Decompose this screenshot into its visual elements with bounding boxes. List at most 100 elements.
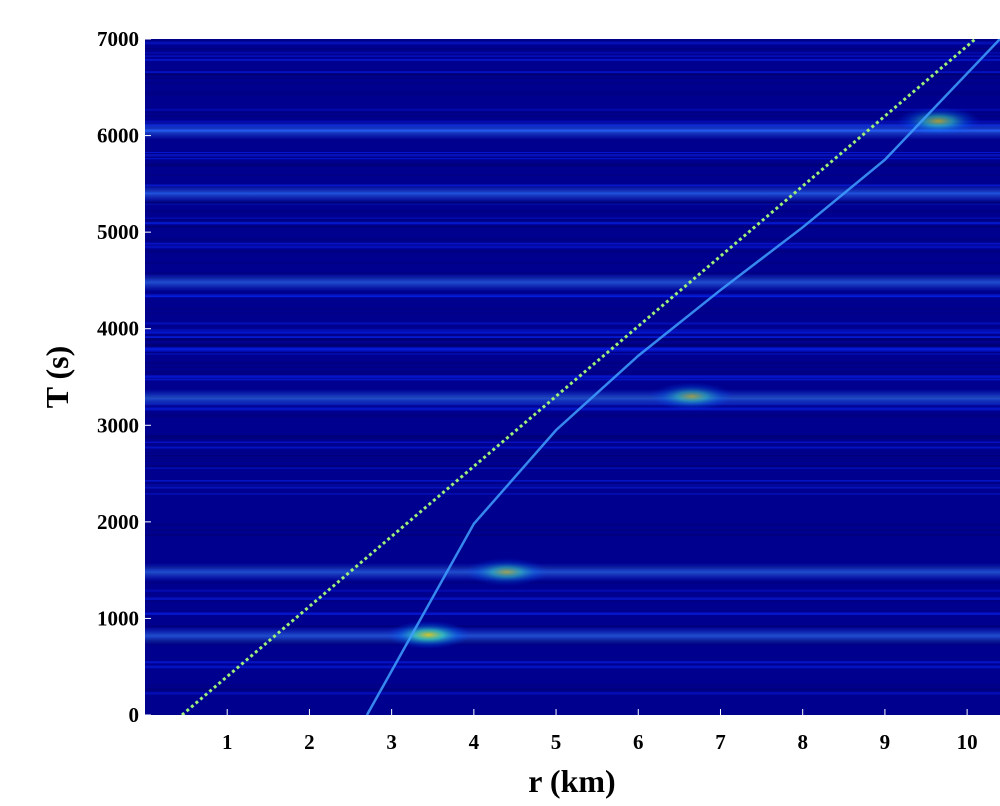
heatmap-stripe xyxy=(145,52,1000,54)
y-tick-label: 6000 xyxy=(97,124,139,148)
heatmap-stripe xyxy=(145,115,1000,117)
y-tick-label: 7000 xyxy=(97,27,139,51)
heatmap-stripe xyxy=(145,581,1000,584)
heatmap-stripe xyxy=(145,91,1000,94)
heatmap-stripe xyxy=(145,372,1000,375)
heatmap-stripe xyxy=(145,217,1000,219)
heatmap-stripe xyxy=(145,597,1000,600)
heatmap-stripe xyxy=(145,366,1000,369)
heatmap-stripe xyxy=(145,294,1000,298)
heatmap-stripe xyxy=(145,687,1000,690)
heatmap-stripe xyxy=(145,375,1000,378)
x-tick-label: 8 xyxy=(797,730,808,754)
hotspot xyxy=(386,620,471,649)
x-axis-label: r (km) xyxy=(528,763,615,799)
heatmap-stripe xyxy=(145,665,1000,669)
heatmap-stripe xyxy=(145,295,1000,298)
heatmap-stripe xyxy=(145,201,1000,205)
heatmap-stripe xyxy=(145,435,1000,438)
heatmap-stripe xyxy=(145,73,1000,76)
heatmap-stripe xyxy=(145,493,1000,495)
heatmap-stripe xyxy=(145,71,1000,74)
heatmap-stripe xyxy=(145,336,1000,338)
heatmap-stripe xyxy=(145,408,1000,411)
heatmap-stripe xyxy=(145,625,1000,628)
heatmap-stripe xyxy=(145,600,1000,602)
heatmap-stripe xyxy=(145,41,1000,45)
hotspot xyxy=(464,558,549,587)
x-tick-label: 2 xyxy=(304,730,315,754)
heatmap-stripe xyxy=(145,58,1000,61)
heatmap-stripe xyxy=(145,219,1000,223)
heatmap-stripe xyxy=(145,48,1000,50)
heatmap-stripe xyxy=(145,307,1000,310)
hotspots xyxy=(386,107,981,649)
heatmap-stripe xyxy=(145,351,1000,354)
heatmap-stripe xyxy=(145,163,1000,166)
heatmap-stripe xyxy=(145,225,1000,228)
bright-band xyxy=(145,563,1000,582)
heatmap-stripe xyxy=(145,55,1000,57)
heatmap-stripe xyxy=(145,353,1000,355)
heatmap-stripe xyxy=(145,689,1000,692)
heatmap-stripe xyxy=(145,454,1000,457)
heatmap-stripe xyxy=(145,336,1000,338)
x-axis-ticks: 1 2 3 4 5 6 7 8 9 10 xyxy=(222,709,978,754)
secondary-arrival-line xyxy=(365,39,1000,715)
heatmap-stripe xyxy=(145,328,1000,332)
heatmap-stripe xyxy=(145,486,1000,489)
y-tick-label: 1000 xyxy=(97,606,139,630)
heatmap-stripe xyxy=(145,238,1000,242)
heatmap-stripe xyxy=(145,589,1000,592)
heatmap-stripe xyxy=(145,481,1000,483)
x-tick-label: 4 xyxy=(469,730,480,754)
heatmap-stripe xyxy=(145,465,1000,467)
heatmap-stripe xyxy=(145,437,1000,440)
heatmap-stripe xyxy=(145,225,1000,228)
heatmap-stripe xyxy=(145,153,1000,155)
heatmap-stripe xyxy=(145,534,1000,537)
y-axis-ticks: 0 1000 2000 3000 4000 5000 6000 7000 xyxy=(97,27,151,727)
plot-area xyxy=(145,39,1000,715)
heatmap-stripe xyxy=(145,245,1000,249)
heatmap-stripe xyxy=(145,446,1000,449)
heatmap-stripe xyxy=(145,347,1000,350)
y-tick-label: 4000 xyxy=(97,317,139,341)
heatmap-stripe xyxy=(145,108,1000,111)
heatmap-stripe xyxy=(145,378,1000,381)
hotspot xyxy=(649,382,734,411)
heatmap-stripe xyxy=(145,434,1000,437)
heatmap-stripe xyxy=(145,407,1000,411)
heatmap-stripe xyxy=(145,370,1000,373)
heatmap-stripe xyxy=(145,174,1000,177)
heatmap-stripe xyxy=(145,153,1000,157)
heatmap-stripe xyxy=(145,154,1000,158)
heatmap-stripe xyxy=(145,331,1000,334)
heatmap-stripe xyxy=(145,529,1000,531)
heatmap-stripe xyxy=(145,485,1000,489)
heatmap-stripe xyxy=(145,467,1000,470)
heatmap-stripe xyxy=(145,347,1000,351)
x-tick-label: 3 xyxy=(386,730,397,754)
heatmap-stripe xyxy=(145,684,1000,687)
heatmap-stripe xyxy=(145,661,1000,664)
heatmap-stripe xyxy=(145,344,1000,347)
heatmap-stripe xyxy=(145,312,1000,315)
heatmap-stripe xyxy=(145,457,1000,460)
heatmap-stripe xyxy=(145,242,1000,245)
heatmap-stripe xyxy=(145,322,1000,325)
y-tick-label: 3000 xyxy=(97,413,139,437)
heatmap-stripe xyxy=(145,362,1000,364)
y-tick-label: 5000 xyxy=(97,220,139,244)
x-tick-label: 6 xyxy=(633,730,644,754)
heatmap-stripe xyxy=(145,348,1000,352)
bright-bands xyxy=(145,121,1000,645)
x-tick-label: 1 xyxy=(222,730,233,754)
heatmap-stripe xyxy=(145,82,1000,85)
heatmap-stripe xyxy=(145,210,1000,213)
heatmap-stripe xyxy=(145,692,1000,695)
heatmap-stripe xyxy=(145,203,1000,206)
bright-band xyxy=(145,184,1000,203)
heatmap-stripe xyxy=(145,164,1000,167)
